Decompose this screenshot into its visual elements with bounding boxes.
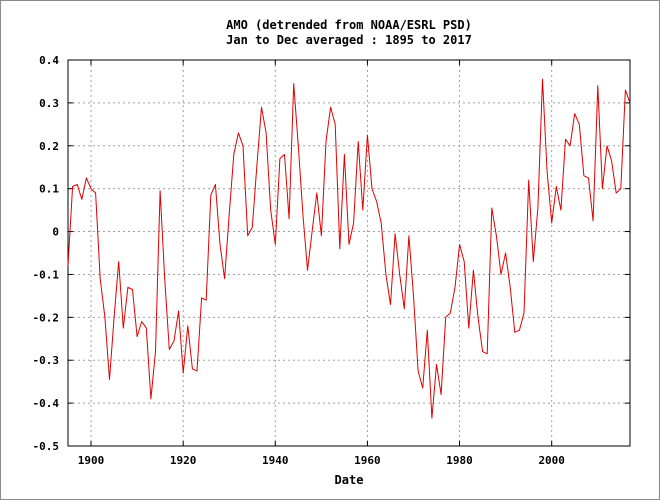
x-tick-label: 1900 [78,454,105,467]
y-tick-label: 0.1 [39,183,59,196]
amo-series-line [67,78,631,419]
y-tick-label: -0.2 [33,311,60,324]
y-axis-tick-labels: -0.5 -0.4 -0.3 -0.2 -0.1 0 0.1 0.2 0.3 0.4 [33,54,60,453]
y-tick-label: -0.5 [33,440,60,453]
y-tick-label: -0.1 [33,268,60,281]
axis-ticks [68,59,630,447]
plot-area-border [67,59,631,447]
y-tick-label: 0 [52,226,59,239]
y-tick-label: 0.4 [39,54,59,67]
x-tick-label: 1960 [354,454,381,467]
series-layer [67,78,631,419]
chart-subtitle: Jan to Dec averaged : 1895 to 2017 [226,33,472,47]
y-tick-label: -0.3 [33,354,60,367]
gridlines [68,60,630,446]
x-tick-label: 1920 [170,454,197,467]
x-tick-label: 1940 [262,454,289,467]
x-tick-label: 1980 [446,454,473,467]
y-tick-label: -0.4 [33,397,60,410]
y-tick-label: 0.2 [39,140,59,153]
x-tick-label: 2000 [538,454,565,467]
x-axis-label: Date [335,473,364,487]
chart-title: AMO (detrended from NOAA/ESRL PSD) [226,18,472,32]
x-axis-tick-labels: 1900 1920 1940 1960 1980 2000 [78,454,565,467]
y-tick-label: 0.3 [39,97,59,110]
